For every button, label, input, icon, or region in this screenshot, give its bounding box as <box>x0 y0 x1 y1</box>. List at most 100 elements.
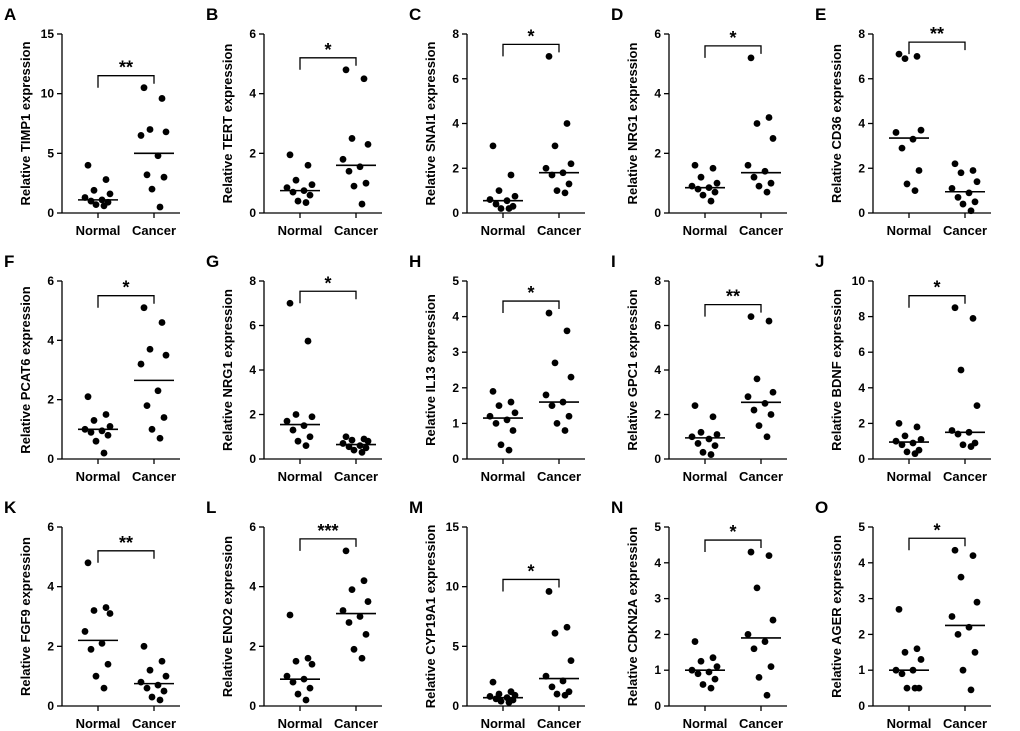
data-point-cancer <box>364 437 372 445</box>
data-point-normal <box>486 693 494 700</box>
data-point-cancer <box>767 411 775 418</box>
significance-marker: * <box>324 273 331 293</box>
panel-label: F <box>4 252 14 271</box>
data-point-cancer <box>951 304 959 312</box>
panel-d: D Relative NRG1 expression 0 2 4 6 Normal Cance… <box>611 5 787 238</box>
data-point-normal <box>90 186 98 194</box>
y-tick-label: 6 <box>249 27 256 41</box>
data-point-normal <box>495 187 503 195</box>
data-point-normal <box>694 670 702 678</box>
data-point-normal <box>915 167 923 174</box>
data-point-normal <box>104 431 112 439</box>
data-point-cancer <box>954 631 962 638</box>
panel-label: B <box>206 5 218 24</box>
data-point-cancer <box>148 693 156 701</box>
data-point-normal <box>911 684 919 692</box>
significance-bracket <box>299 290 357 304</box>
x-category-label: Cancer <box>537 469 581 484</box>
data-point-cancer <box>969 552 977 560</box>
data-point-cancer <box>957 366 965 374</box>
data-point-cancer <box>148 185 156 193</box>
data-point-normal <box>304 654 312 662</box>
data-point-cancer <box>763 188 771 196</box>
data-point-normal <box>909 135 917 143</box>
data-point-cancer <box>154 681 162 689</box>
data-point-cancer <box>957 573 965 581</box>
panel-label: M <box>409 498 423 517</box>
y-tick-label: 2 <box>654 146 661 160</box>
panel-h: H Relative IL13 expression 0 1 2 3 4 5 Normal Can… <box>409 252 585 484</box>
data-point-normal <box>917 126 925 134</box>
y-tick-label: 6 <box>47 520 54 534</box>
data-point-cancer <box>348 135 356 142</box>
data-point-cancer <box>160 173 168 181</box>
data-point-cancer <box>143 684 151 692</box>
y-axis-title: Relative TIMP1 expression <box>18 41 33 205</box>
y-tick-label: 6 <box>858 345 865 359</box>
x-category-label: Cancer <box>739 716 783 731</box>
data-point-cancer <box>360 75 368 83</box>
data-point-cancer <box>948 184 956 192</box>
x-category-label: Cancer <box>334 716 378 731</box>
data-point-cancer <box>561 189 569 197</box>
data-point-cancer <box>542 164 550 172</box>
panel-label: A <box>4 5 16 24</box>
data-point-cancer <box>356 613 364 620</box>
significance-bracket <box>908 537 966 551</box>
data-point-normal <box>709 413 717 421</box>
data-point-normal <box>302 199 310 206</box>
y-tick-label: 3 <box>452 345 459 359</box>
data-point-cancer <box>137 132 145 139</box>
data-point-cancer <box>967 686 975 694</box>
data-point-cancer <box>753 120 761 127</box>
y-tick-label: 15 <box>41 27 55 41</box>
y-tick-label: 1 <box>452 416 459 430</box>
significance-bracket <box>502 43 560 57</box>
x-category-label: Cancer <box>943 223 987 238</box>
data-point-normal <box>688 433 696 441</box>
data-point-cancer <box>345 619 353 626</box>
data-point-normal <box>308 181 316 189</box>
panel-label: G <box>206 252 219 271</box>
data-point-normal <box>892 129 900 136</box>
panel-label: E <box>815 5 826 24</box>
data-point-cancer <box>765 114 773 121</box>
data-point-cancer <box>753 375 761 383</box>
data-point-normal <box>104 660 112 668</box>
data-point-cancer <box>545 588 553 595</box>
y-tick-label: 2 <box>858 627 865 641</box>
y-tick-label: 8 <box>858 310 865 324</box>
x-category-label: Normal <box>481 469 526 484</box>
data-point-cancer <box>563 623 571 631</box>
y-axis-title: Relative NRG1 expression <box>625 43 640 205</box>
significance-marker: ** <box>930 24 944 44</box>
data-point-cancer <box>971 198 979 206</box>
data-point-normal <box>304 337 312 345</box>
data-point-cancer <box>769 388 777 396</box>
y-tick-label: 4 <box>249 87 256 101</box>
x-category-label: Cancer <box>537 716 581 731</box>
data-point-normal <box>90 417 98 424</box>
data-point-normal <box>511 409 519 417</box>
data-point-cancer <box>755 422 763 430</box>
y-tick-label: 0 <box>452 206 459 220</box>
data-point-normal <box>707 684 715 692</box>
y-tick-label: 8 <box>452 27 459 41</box>
y-tick-label: 2 <box>452 381 459 395</box>
data-point-cancer <box>545 52 553 60</box>
significance-bracket <box>97 75 155 88</box>
data-point-normal <box>92 437 100 445</box>
data-point-normal <box>302 442 310 450</box>
y-axis-title: Relative NRG1 expression <box>220 289 235 451</box>
x-category-label: Normal <box>76 716 121 731</box>
y-tick-label: 0 <box>452 699 459 713</box>
data-point-cancer <box>747 548 755 556</box>
data-point-cancer <box>948 613 956 620</box>
data-point-cancer <box>769 616 777 624</box>
y-tick-label: 6 <box>47 274 54 288</box>
x-category-label: Normal <box>278 223 323 238</box>
y-tick-label: 0 <box>654 699 661 713</box>
data-point-cancer <box>951 160 959 168</box>
data-point-normal <box>913 52 921 60</box>
data-point-cancer <box>765 317 773 325</box>
